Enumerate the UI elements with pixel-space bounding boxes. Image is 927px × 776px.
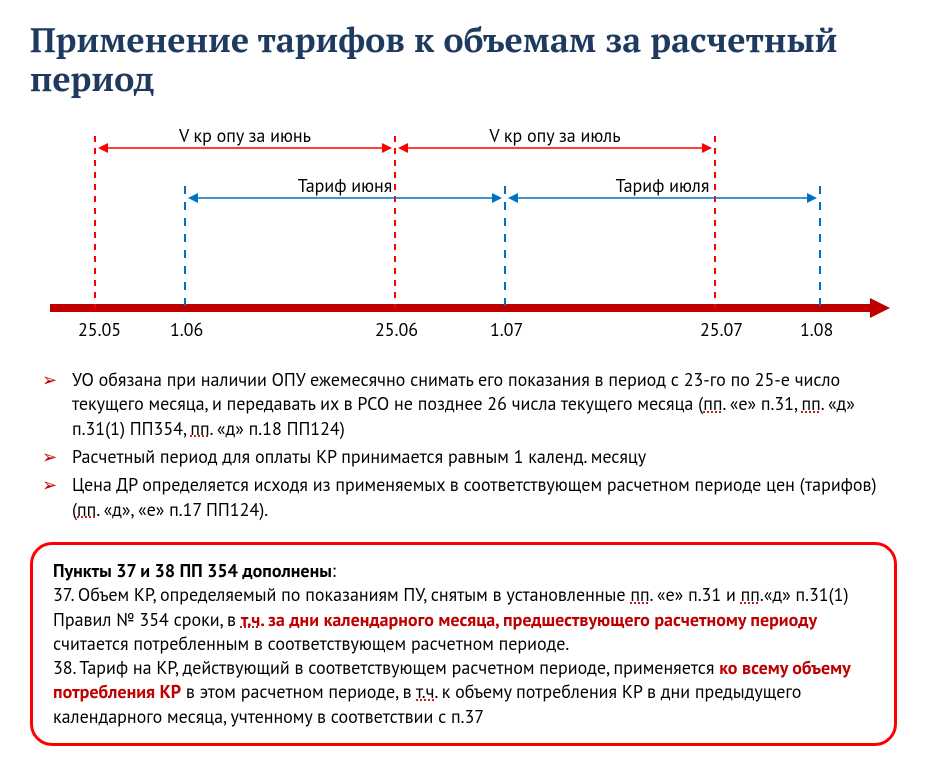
svg-text:25.06: 25.06 (375, 318, 418, 341)
note-text: считается потребленным в соответствующем… (53, 632, 569, 655)
svg-text:25.07: 25.07 (700, 318, 743, 341)
svg-text:Тариф июня: Тариф июня (298, 174, 393, 197)
dotted-underline: т.ч (416, 680, 434, 703)
dotted-underline: пп (190, 417, 209, 440)
svg-text:1.08: 1.08 (800, 318, 833, 341)
bullet-text: . «е» п.31, (722, 392, 801, 415)
note-text: . (260, 608, 268, 631)
page-title: Применение тарифов к объемам за расчетны… (30, 20, 897, 98)
note-text: 37. Объем КР, определяемый по показаниям… (53, 583, 630, 606)
svg-text:V кр опу за июль: V кр опу за июль (488, 128, 620, 147)
slide: Применение тарифов к объемам за расчетны… (0, 0, 927, 776)
dotted-underline: пп (630, 583, 649, 606)
note-text: : (332, 559, 336, 582)
bullet-text: . «д» п.18 ПП124) (210, 417, 345, 440)
svg-text:25.05: 25.05 (78, 318, 121, 341)
svg-text:V кр опу за июнь: V кр опу за июнь (178, 128, 311, 147)
bullet-item: Расчетный период для оплаты КР принимает… (40, 445, 887, 469)
dotted-underline: пп (741, 583, 760, 606)
dotted-underline: пп (703, 392, 722, 415)
timeline-svg: V кр опу за июнь V кр опу за июль Тариф ию… (30, 128, 897, 358)
note-text: в этом расчетном периоде, в (181, 680, 416, 703)
note-text: 38. Тариф на КР, действующий в соответст… (53, 656, 719, 679)
svg-text:Тариф июля: Тариф июля (616, 174, 710, 197)
bullet-item: Цена ДР определяется исходя из применяем… (40, 473, 887, 522)
svg-text:1.06: 1.06 (170, 318, 203, 341)
timeline-diagram: V кр опу за июнь V кр опу за июль Тариф ию… (30, 128, 897, 358)
note-lead: Пункты 37 и 38 ПП 354 дополнены (53, 559, 332, 582)
bullet-text: . «д», «е» п.17 ПП124). (96, 498, 268, 521)
bullet-text: Расчетный период для оплаты КР принимает… (72, 445, 646, 468)
dotted-underline: пп (801, 392, 820, 415)
note-box: Пункты 37 и 38 ПП 354 дополнены: 37. Объ… (30, 542, 897, 746)
dotted-underline: т.ч (241, 608, 260, 631)
svg-text:1.07: 1.07 (490, 318, 523, 341)
bullet-item: УО обязана при наличии ОПУ ежемесячно сн… (40, 368, 887, 441)
note-emphasis: за дни календарного месяца, предшествующ… (268, 608, 817, 631)
bullet-list: УО обязана при наличии ОПУ ежемесячно сн… (30, 368, 897, 522)
note-text: . «е» п.31 и (650, 583, 741, 606)
dotted-underline: пп (77, 498, 96, 521)
